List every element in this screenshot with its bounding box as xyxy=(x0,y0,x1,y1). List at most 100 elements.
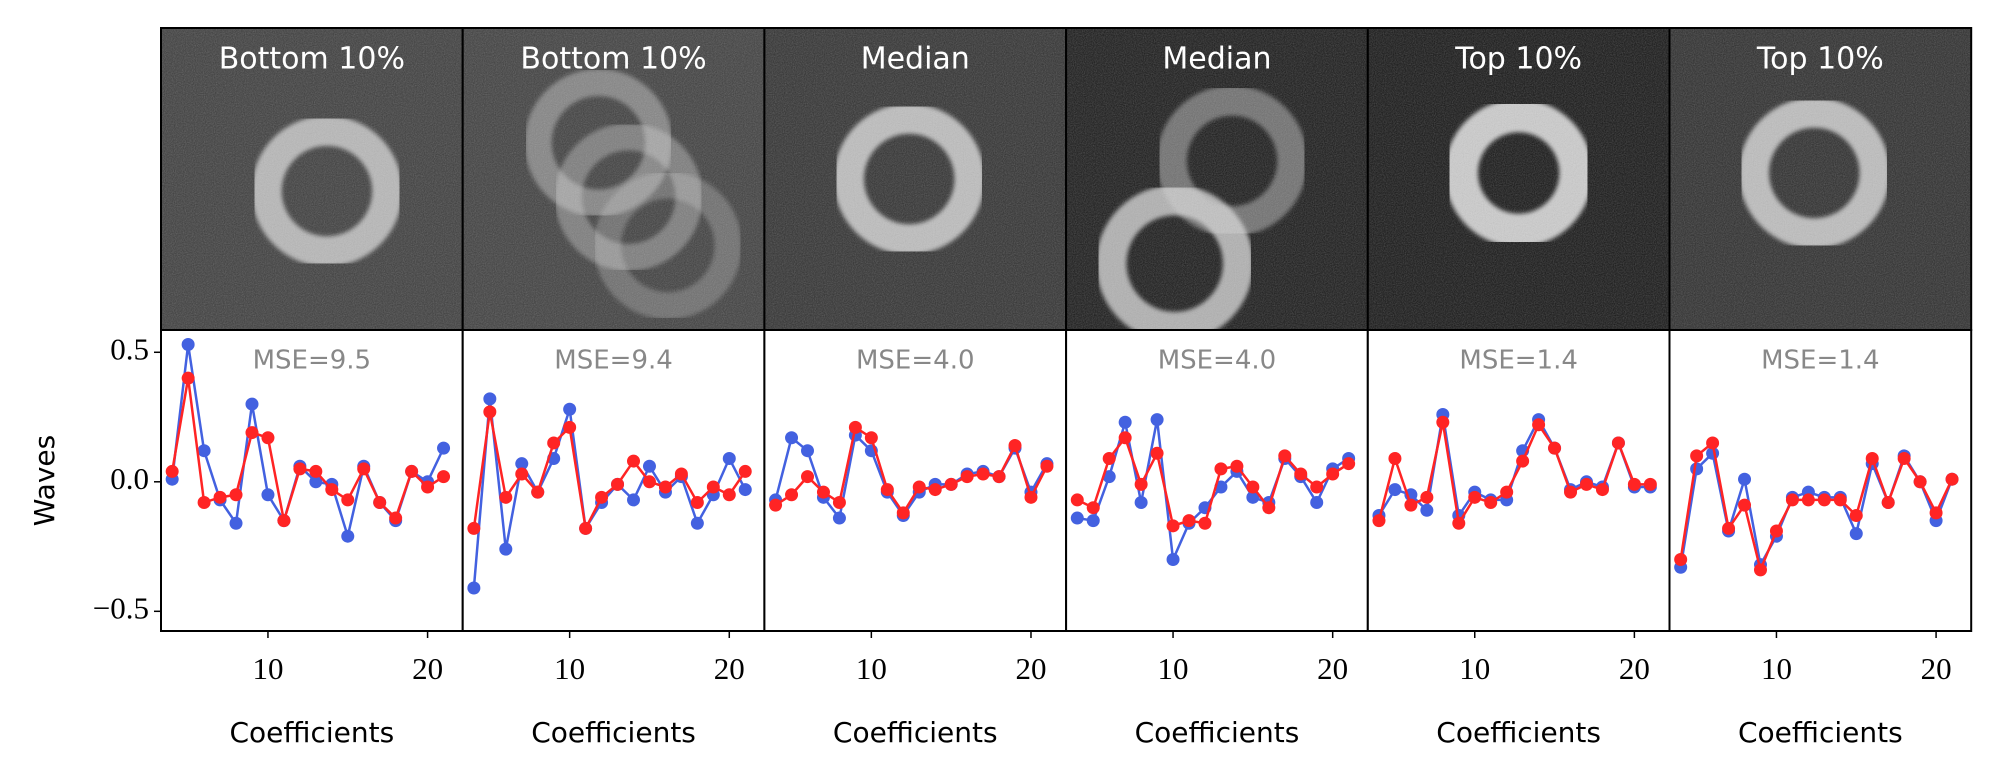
series-point xyxy=(1102,451,1116,465)
series-point xyxy=(245,397,259,411)
series-point xyxy=(1230,459,1244,473)
panel-title: Bottom 10% xyxy=(219,42,405,77)
series-point xyxy=(531,485,545,499)
series-point xyxy=(706,480,720,494)
series-point xyxy=(1404,498,1418,512)
series-point xyxy=(1214,462,1228,476)
series-point xyxy=(785,488,799,502)
x-tick-label: 20 xyxy=(714,651,745,686)
x-axis-label: Coefficients xyxy=(1738,716,1903,749)
series-point xyxy=(467,521,481,535)
series-point xyxy=(1579,477,1593,491)
series-point xyxy=(341,529,355,543)
series-point xyxy=(627,454,641,468)
series-point xyxy=(467,581,481,595)
series-point xyxy=(293,462,307,476)
series-point xyxy=(1722,521,1736,535)
series-point xyxy=(357,462,371,476)
series-point xyxy=(515,457,529,471)
series-point xyxy=(1516,454,1530,468)
series-point xyxy=(1198,516,1212,530)
series-point xyxy=(1865,451,1879,465)
series-point xyxy=(437,441,451,455)
series-point xyxy=(1548,441,1562,455)
series-point xyxy=(1420,503,1434,517)
series-point xyxy=(1468,490,1482,504)
series-point xyxy=(1769,524,1783,538)
series-point xyxy=(277,514,291,528)
annotation: MSE=4.0 xyxy=(856,346,975,376)
annotation: MSE=4.0 xyxy=(1158,346,1277,376)
series-point xyxy=(690,516,704,530)
series-point xyxy=(309,464,323,478)
x-axis-label: Coefficients xyxy=(1135,716,1300,749)
x-tick-label: 20 xyxy=(1619,651,1650,686)
series-point xyxy=(165,464,179,478)
series-point xyxy=(1102,470,1116,484)
series-point xyxy=(547,436,561,450)
series-point xyxy=(960,470,974,484)
series-point xyxy=(1086,514,1100,528)
panel-title: Top 10% xyxy=(1454,42,1582,77)
x-tick-label: 10 xyxy=(1761,651,1792,686)
series-point xyxy=(1595,483,1609,497)
series-point xyxy=(1532,418,1546,432)
series-point xyxy=(674,467,688,481)
series-point xyxy=(181,371,195,385)
series-point xyxy=(896,506,910,520)
x-axis-label: Coefficients xyxy=(1436,716,1601,749)
series-point xyxy=(1150,413,1164,427)
series-point xyxy=(880,483,894,497)
series-point xyxy=(832,496,846,510)
image-noise xyxy=(161,28,463,330)
x-tick-label: 10 xyxy=(252,651,283,686)
x-axis-label: Coefficients xyxy=(531,716,696,749)
series-point xyxy=(499,490,513,504)
series-point xyxy=(1372,514,1386,528)
series-point xyxy=(1182,514,1196,528)
series-point xyxy=(1310,480,1324,494)
series-point xyxy=(1326,467,1340,481)
series-point xyxy=(976,467,990,481)
y-axis-label: Waves xyxy=(28,435,61,526)
series-point xyxy=(1420,490,1434,504)
series-point xyxy=(848,420,862,434)
series-point xyxy=(912,480,926,494)
series-point xyxy=(1738,498,1752,512)
series-point xyxy=(1690,462,1704,476)
series-point xyxy=(769,498,783,512)
series-point xyxy=(801,444,814,458)
series-point xyxy=(1500,485,1514,499)
plot-background xyxy=(1367,330,1670,631)
series-point xyxy=(944,477,958,491)
x-tick-label: 20 xyxy=(1921,651,1952,686)
series-point xyxy=(1150,446,1164,460)
series-point xyxy=(373,496,387,510)
series-point xyxy=(1118,431,1132,445)
series-point xyxy=(1564,485,1578,499)
plot-border xyxy=(1668,329,1973,632)
series-point xyxy=(1388,483,1402,497)
series-point xyxy=(483,392,497,406)
series-point xyxy=(595,490,609,504)
series-point xyxy=(722,451,736,465)
series-point xyxy=(421,480,435,494)
series-point xyxy=(1611,436,1625,450)
series-point xyxy=(1833,493,1847,507)
series-point xyxy=(1801,493,1815,507)
x-tick-label: 10 xyxy=(856,651,887,686)
series-point xyxy=(1246,480,1260,494)
series-point xyxy=(229,516,243,530)
series-point xyxy=(563,420,577,434)
series-point xyxy=(1024,490,1038,504)
series-point xyxy=(437,470,451,484)
y-tick-label: 0.5 xyxy=(110,331,149,366)
image-noise xyxy=(462,28,765,330)
series-point xyxy=(1388,451,1402,465)
series-point xyxy=(992,470,1006,484)
series-point xyxy=(722,488,736,502)
x-axis-label: Coefficients xyxy=(833,716,998,749)
series-point xyxy=(1627,477,1641,491)
series-point xyxy=(1070,493,1084,507)
